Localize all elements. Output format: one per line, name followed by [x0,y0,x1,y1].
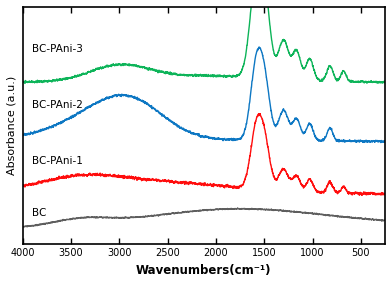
Text: BC-PAni-1: BC-PAni-1 [32,156,83,166]
X-axis label: Wavenumbers(cm⁻¹): Wavenumbers(cm⁻¹) [136,264,272,277]
Text: BC-PAni-3: BC-PAni-3 [32,44,83,54]
Y-axis label: Absorbance (a.u.): Absorbance (a.u.) [7,76,17,175]
Text: BC: BC [32,208,47,218]
Text: BC-PAni-2: BC-PAni-2 [32,100,83,110]
